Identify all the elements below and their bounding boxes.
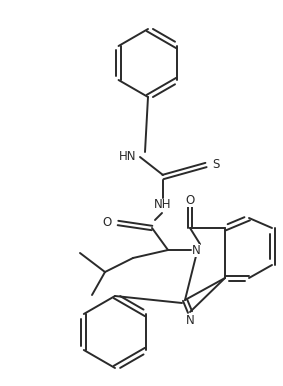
Text: O: O (185, 194, 195, 207)
Text: NH: NH (154, 198, 172, 212)
Text: HN: HN (119, 151, 136, 164)
Text: S: S (212, 159, 219, 171)
Text: N: N (192, 244, 200, 257)
Text: N: N (186, 313, 194, 327)
Text: O: O (103, 217, 112, 230)
